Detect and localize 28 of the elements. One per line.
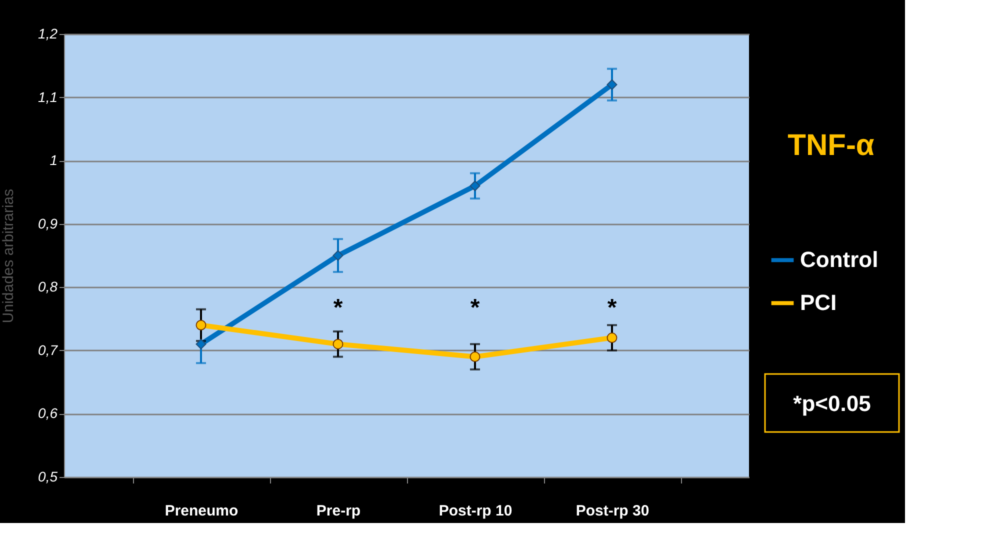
- annotation: *: [333, 294, 344, 322]
- point: [332, 250, 344, 261]
- x-tick-label: Post-rp 10: [438, 502, 512, 520]
- annotation: *: [470, 294, 480, 322]
- annotation: *: [607, 294, 618, 322]
- x-tick-label: Preneumo: [164, 502, 238, 520]
- point: [332, 338, 344, 350]
- text: *p<0.05: [793, 391, 871, 416]
- point: [606, 79, 618, 90]
- y-tick-label: 0,9: [38, 215, 58, 232]
- y-tick-label: 1: [50, 152, 58, 168]
- point: [196, 338, 206, 350]
- point: [196, 320, 206, 330]
- y-tick-label: 1,1: [38, 88, 58, 105]
- x-tick-label: Post-rp 30: [576, 502, 650, 520]
- point: [470, 352, 480, 362]
- y-axis-title: Unidades arbitrarias: [0, 188, 18, 324]
- text: TNF-α: [788, 129, 875, 162]
- legend-label: Control: [800, 247, 878, 272]
- y-tick-label: 0,6: [38, 405, 58, 422]
- y-tick-label: 0,5: [38, 468, 58, 484]
- y-tick-label: 1,2: [38, 26, 58, 42]
- legend-label: PCI: [800, 290, 837, 316]
- x-tick-label: Pre-rp: [316, 502, 361, 520]
- y-tick-label: 0,7: [38, 342, 59, 358]
- y-tick-label: 0,8: [38, 278, 58, 295]
- point: [606, 332, 618, 344]
- point: [470, 180, 480, 192]
